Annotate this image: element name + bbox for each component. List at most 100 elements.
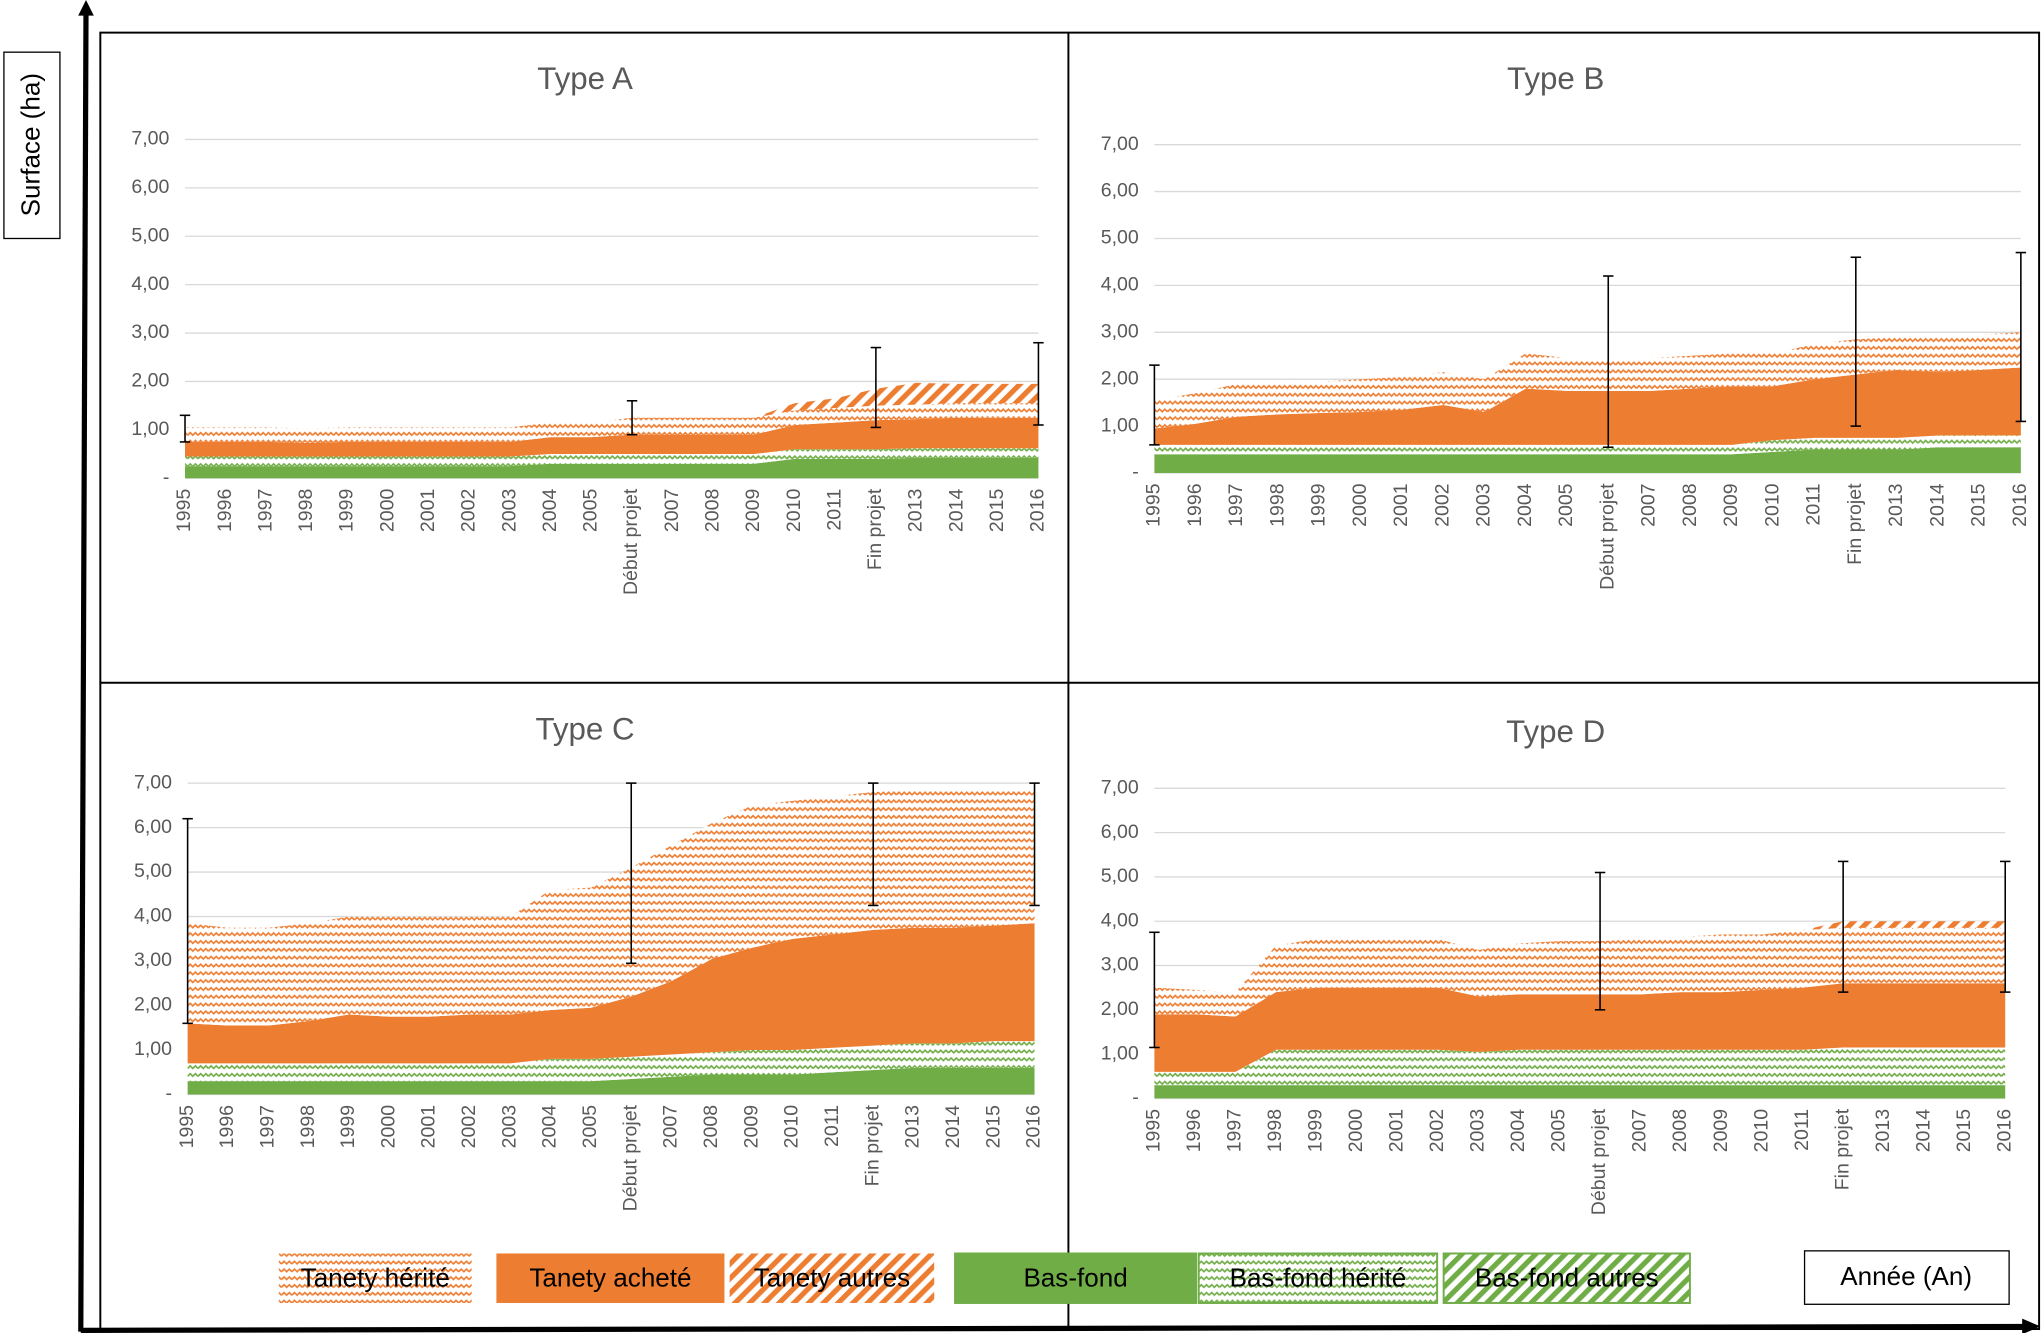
x-tick-label: 2011	[823, 489, 845, 531]
x-tick-label: 2013	[905, 489, 927, 532]
x-tick-label: 2008	[701, 489, 723, 533]
x-tick-label: 2015	[1968, 483, 1990, 527]
y-tick-label: 7,00	[1101, 776, 1139, 798]
y-tick-label: 7,00	[131, 128, 169, 150]
x-tick-label: 2004	[1507, 1109, 1529, 1153]
x-tick-label: 1996	[214, 489, 236, 532]
x-tick-label: 2008	[1669, 1109, 1691, 1153]
x-tick-label: 2000	[1345, 1109, 1367, 1153]
area	[1154, 1047, 2006, 1086]
legend-label: Tanety acheté	[529, 1262, 691, 1292]
x-tick-label: 2010	[783, 489, 805, 533]
error-bar	[1149, 931, 1160, 1049]
y-tick-label: 1,00	[1101, 1042, 1139, 1064]
legend-label: Bas-fond	[1023, 1262, 1127, 1292]
x-tick-label: 2003	[498, 1105, 520, 1148]
x-tick-label: 2013	[1885, 483, 1907, 526]
x-tick-label: 2002	[458, 1105, 480, 1148]
area	[187, 1067, 1035, 1095]
x-tick-label: 2002	[1431, 483, 1453, 526]
x-tick-label: Début projet	[1596, 483, 1618, 590]
x-tick-label: 2003	[1467, 1109, 1489, 1152]
error-bar	[2000, 860, 2011, 993]
x-tick-label: 2016	[1027, 489, 1049, 532]
area	[185, 448, 1039, 467]
x-tick-label: 1999	[1305, 1109, 1327, 1152]
x-tick-label: 1997	[254, 489, 276, 532]
x-tick-label: 2010	[781, 1105, 803, 1149]
error-bar	[2015, 251, 2027, 423]
x-tick-label: 1999	[337, 1105, 359, 1148]
x-tick-label: 2007	[1638, 483, 1660, 526]
x-tick-label: 1998	[297, 1105, 319, 1149]
y-tick-label: 7,00	[134, 771, 172, 793]
x-tick-label: Début projet	[619, 1104, 641, 1211]
x-tick-label: 2004	[1514, 483, 1536, 527]
charts: Type A - 1,00 2,00 3,00 4,00 5,00 6,00 7,00 1995 1…	[131, 61, 2031, 1215]
area	[187, 789, 1035, 1026]
x-tick-label: 2005	[1548, 1109, 1570, 1153]
x-tick-label: Fin projet	[861, 1104, 883, 1186]
y-tick-label: 2,00	[1101, 367, 1139, 389]
x-tick-label: Fin projet	[864, 488, 886, 570]
y-tick-label: -	[163, 466, 170, 488]
x-tick-label: 2016	[2009, 483, 2031, 526]
chart: Type C - 1,00 2,00 3,00 4,00 5,00 6,00 7,00 1995 1…	[134, 711, 1045, 1211]
x-tick-label: 2005	[1555, 483, 1577, 527]
y-tick-label: 1,00	[134, 1038, 172, 1060]
y-tick-label: 3,00	[1101, 954, 1139, 976]
area	[185, 382, 1039, 429]
y-label-box	[3, 51, 61, 240]
y-tick-label: 3,00	[1101, 320, 1139, 342]
y-axis-arrow	[78, 13, 89, 1332]
area	[185, 403, 1039, 443]
x-axis-arrow	[80, 1323, 2027, 1333]
x-tick-label: 2016	[1993, 1109, 2015, 1152]
x-tick-label: 1998	[295, 489, 317, 533]
legend-label: Tanety hérité	[301, 1262, 450, 1292]
y-tick-label: 1,00	[131, 418, 169, 440]
x-tick-label: 2007	[661, 489, 683, 532]
y-tick-label: 2,00	[1101, 998, 1139, 1020]
y-tick-label: 5,00	[134, 860, 172, 882]
x-tick-label: 2011	[1803, 483, 1825, 525]
x-tick-label: 2013	[902, 1105, 924, 1148]
error-bar	[1837, 860, 1849, 993]
area	[185, 417, 1039, 457]
x-tick-label: Début projet	[620, 488, 642, 595]
area	[1154, 927, 2006, 1017]
x-tick-label: 2003	[1473, 483, 1495, 526]
area	[1154, 332, 2021, 429]
y-tick-label: -	[1132, 461, 1139, 483]
x-tick-label: 2010	[1761, 483, 1783, 527]
legend-label: Bas-fond hérité	[1230, 1262, 1407, 1292]
x-tick-label: 2009	[742, 489, 764, 532]
x-tick-label: 2002	[458, 489, 480, 532]
x-tick-label: 1997	[1224, 1109, 1246, 1152]
error-bar	[1029, 782, 1040, 907]
legend-label: Bas-fond autres	[1475, 1262, 1659, 1292]
y-tick-label: 4,00	[131, 273, 169, 295]
y-tick-label: -	[165, 1083, 172, 1105]
chart-title: Type A	[537, 61, 633, 96]
x-tick-label: 2011	[821, 1105, 843, 1147]
y-tick-label: -	[1132, 1087, 1139, 1109]
y-tick-label: 6,00	[131, 176, 169, 198]
x-tick-label: 2005	[579, 1105, 601, 1149]
legend-swatch	[729, 1253, 935, 1303]
x-tick-label: 2000	[377, 1105, 399, 1149]
chart-title: Type B	[1507, 61, 1604, 96]
x-tick-label: 2010	[1750, 1109, 1772, 1153]
x-tick-label: 1999	[1308, 483, 1330, 526]
error-bar	[1603, 275, 1614, 448]
x-tick-label: 2013	[1872, 1109, 1894, 1152]
y-tick-label: 5,00	[1101, 227, 1139, 249]
x-tick-label: 1995	[1143, 1109, 1165, 1153]
x-tick-label: 1997	[1225, 483, 1247, 526]
x-tick-label: 2000	[1349, 483, 1371, 527]
y-tick-label: 4,00	[1101, 274, 1139, 296]
area	[1154, 367, 2021, 445]
x-tick-label: 2009	[740, 1105, 762, 1148]
x-tick-label: 2008	[1679, 483, 1701, 527]
x-tick-label: 2014	[942, 1105, 964, 1149]
